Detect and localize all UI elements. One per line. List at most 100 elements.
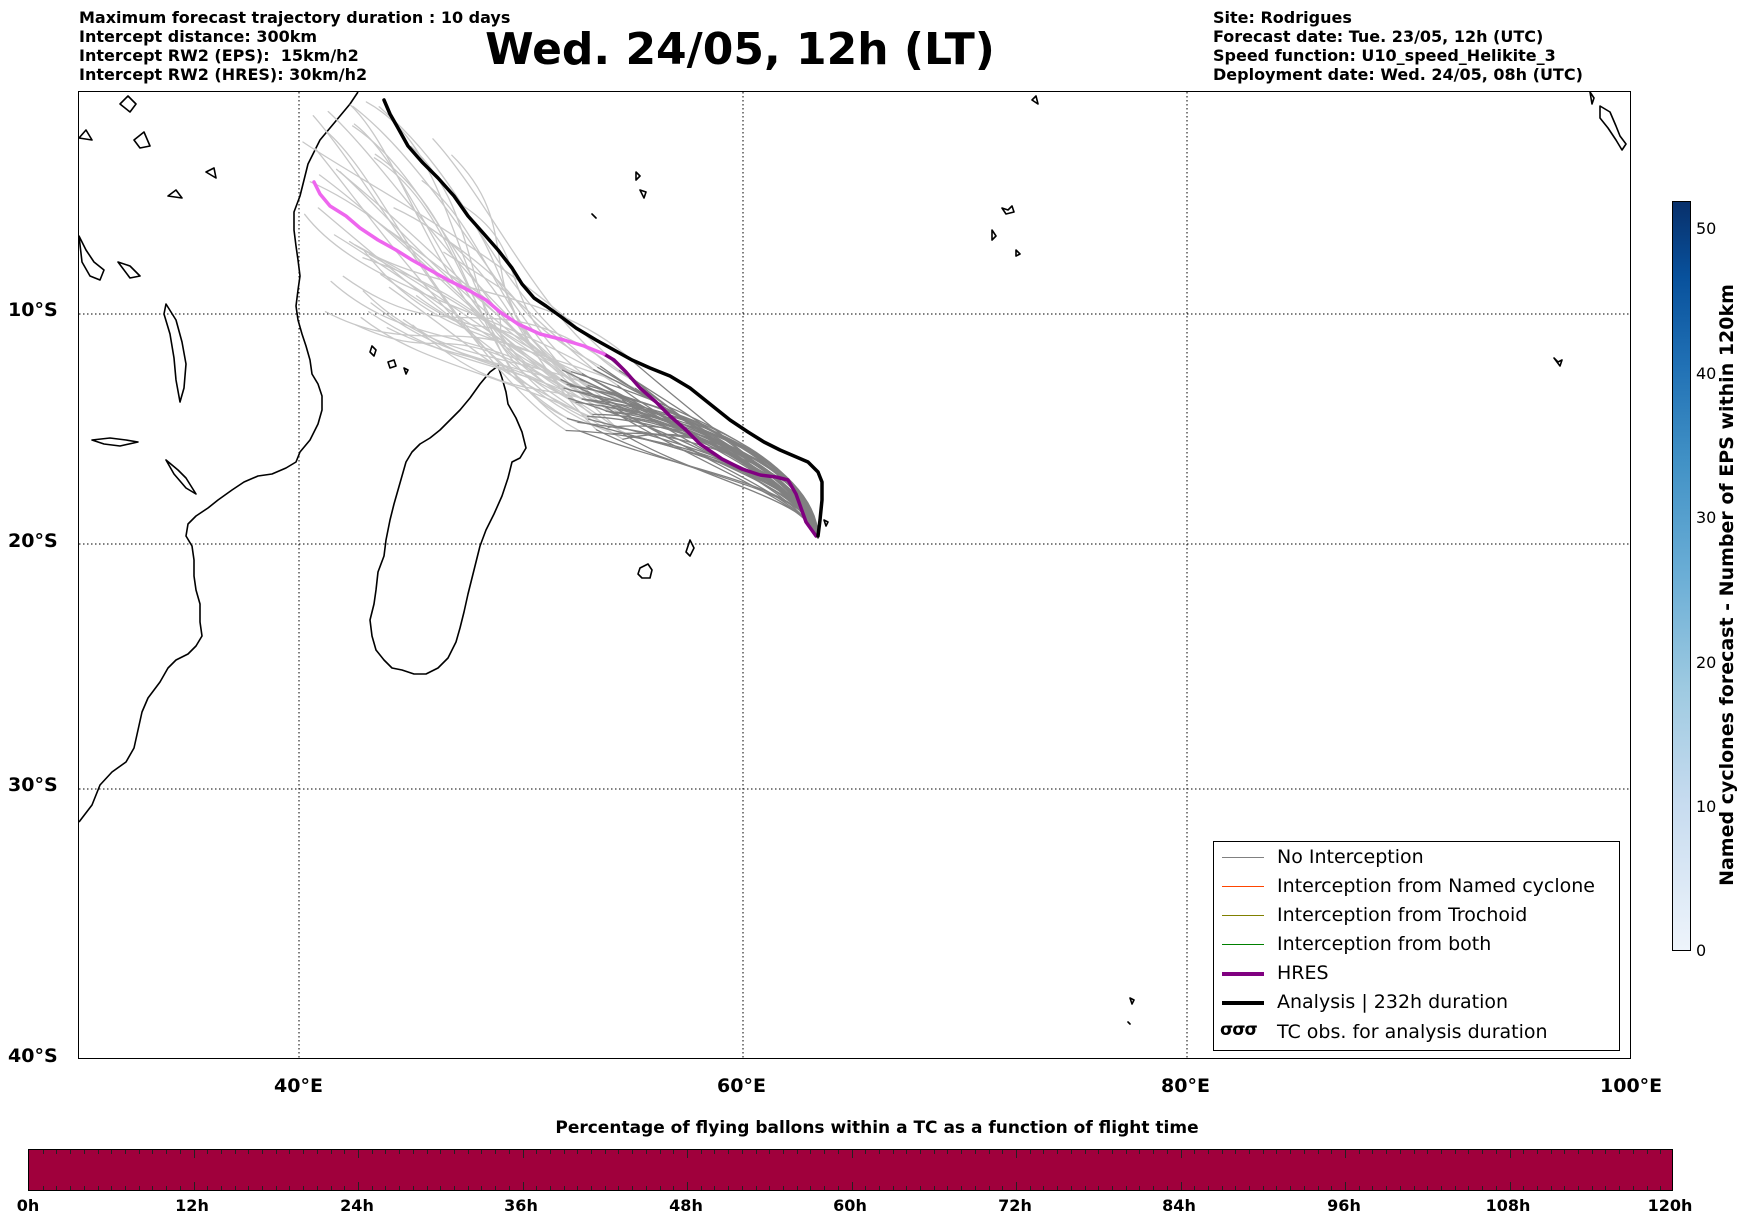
percentage-bar-tick — [810, 1186, 811, 1190]
percentage-bar-tick — [1578, 1150, 1579, 1154]
percentage-bar-tick — [523, 1182, 524, 1190]
hour-label-12h: 12h — [175, 1196, 209, 1215]
percentage-bar-tick — [591, 1150, 592, 1154]
hour-label-60h: 60h — [833, 1196, 867, 1215]
percentage-bar-tick — [399, 1150, 400, 1154]
percentage-bar-tick — [221, 1150, 222, 1154]
percentage-bar-tick — [43, 1150, 44, 1154]
percentage-bar-tick — [1098, 1150, 1099, 1154]
percentage-bar-tick — [687, 1150, 688, 1158]
seychelles-islands — [591, 171, 647, 219]
percentage-bar-tick — [1619, 1150, 1620, 1154]
percentage-bar-tick — [1318, 1150, 1319, 1154]
forecast-date-text: Forecast date: Tue. 23/05, 12h (UTC) — [1213, 27, 1544, 46]
percentage-bar-tick — [989, 1186, 990, 1190]
percentage-bar-tick — [852, 1182, 853, 1190]
percentage-bar-tick — [865, 1150, 866, 1154]
percentage-bar-tick — [1276, 1150, 1277, 1154]
percentage-bar-tick — [289, 1150, 290, 1154]
percentage-bar-tick — [673, 1150, 674, 1154]
percentage-bar-tick — [1153, 1150, 1154, 1154]
percentage-bar-tick — [180, 1150, 181, 1154]
legend-label: Analysis | 232h duration — [1277, 991, 1509, 1013]
percentage-bar-tick — [756, 1186, 757, 1190]
percentage-bar-tick — [632, 1186, 633, 1190]
percentage-bar-tick — [372, 1150, 373, 1154]
percentage-bar-tick — [947, 1186, 948, 1190]
coastlines — [78, 91, 1627, 1025]
percentage-bar-tick — [1455, 1150, 1456, 1154]
percentage-bar-tick — [1043, 1150, 1044, 1154]
percentage-bar-tick — [646, 1186, 647, 1190]
percentage-bar-tick — [1441, 1186, 1442, 1190]
trajectory-early — [309, 181, 584, 400]
percentage-bar-tick — [1249, 1150, 1250, 1154]
percentage-bar-tick — [139, 1150, 140, 1154]
percentage-bar-tick — [906, 1150, 907, 1154]
percentage-bar-tick — [166, 1150, 167, 1154]
percentage-bar-tick — [194, 1182, 195, 1190]
percentage-bar-tick — [1372, 1186, 1373, 1190]
lon-label-100e: 100°E — [1600, 1075, 1663, 1097]
percentage-bar-tick — [934, 1186, 935, 1190]
percentage-bar-tick — [276, 1186, 277, 1190]
hour-label-96h: 96h — [1327, 1196, 1361, 1215]
trajectory-early — [330, 280, 612, 414]
percentage-bar-tick — [413, 1150, 414, 1154]
percentage-bar-tick — [756, 1150, 757, 1154]
percentage-bar-tick — [1016, 1150, 1017, 1158]
percentage-bar-tick — [98, 1186, 99, 1190]
percentage-bar-tick — [838, 1150, 839, 1154]
colorbar-tick-10: 10 — [1696, 797, 1717, 816]
percentage-bar-tick — [536, 1150, 537, 1154]
legend-label: No Interception — [1277, 846, 1424, 868]
percentage-bar-tick — [1235, 1186, 1236, 1190]
percentage-bar-tick — [1098, 1186, 1099, 1190]
percentage-bar-tick — [1400, 1150, 1401, 1154]
percentage-bar-tick — [646, 1150, 647, 1154]
percentage-bar-tick — [248, 1186, 249, 1190]
mauritius-island — [685, 539, 695, 557]
late-trajectories — [560, 359, 819, 539]
percentage-bar-tick — [1592, 1150, 1593, 1154]
percentage-bar-tick — [440, 1150, 441, 1154]
percentage-bar-tick — [975, 1186, 976, 1190]
legend-swatch — [1222, 915, 1264, 916]
percentage-bar-tick — [673, 1186, 674, 1190]
percentage-bar-tick — [1523, 1186, 1524, 1190]
percentage-bar-tick — [1400, 1186, 1401, 1190]
trajectory-early — [393, 207, 598, 431]
madagascar-coast — [369, 365, 527, 675]
percentage-bar-tick — [1290, 1150, 1291, 1154]
percentage-bar-tick — [289, 1186, 290, 1190]
trajectory-late — [612, 432, 819, 539]
lon-label-80e: 80°E — [1161, 1075, 1210, 1097]
trajectory-early — [303, 213, 619, 387]
legend-label: Interception from Trochoid — [1277, 904, 1528, 926]
percentage-bar-tick — [1139, 1186, 1140, 1190]
percentage-bar-tick — [385, 1150, 386, 1154]
deployment-date-text: Deployment date: Wed. 24/05, 08h (UTC) — [1213, 65, 1583, 84]
trajectory-early — [352, 125, 573, 373]
trajectory-early — [368, 311, 607, 412]
trajectory-early — [421, 180, 605, 402]
percentage-bar-tick — [427, 1150, 428, 1154]
percentage-bar-tick — [577, 1150, 578, 1154]
percentage-bar-tick — [1153, 1186, 1154, 1190]
percentage-bar-tick — [618, 1150, 619, 1154]
percentage-bar-tick — [660, 1186, 661, 1190]
colorbar-tick-50: 50 — [1696, 219, 1717, 238]
legend-swatch — [1222, 1001, 1264, 1005]
percentage-bar-tick — [221, 1186, 222, 1190]
colorbar-tick-40: 40 — [1696, 364, 1717, 383]
percentage-bar-tick — [605, 1186, 606, 1190]
percentage-bar-tick — [961, 1150, 962, 1154]
percentage-bar-tick — [728, 1186, 729, 1190]
percentage-bar-tick — [1386, 1150, 1387, 1154]
percentage-bar-tick — [207, 1150, 208, 1154]
percentage-bar-tick — [550, 1186, 551, 1190]
legend-label: TC obs. for analysis duration — [1277, 1021, 1548, 1043]
percentage-bar-tick — [1222, 1186, 1223, 1190]
percentage-bar-tick — [1181, 1182, 1182, 1190]
legend-both: Interception from both — [1214, 931, 1619, 960]
